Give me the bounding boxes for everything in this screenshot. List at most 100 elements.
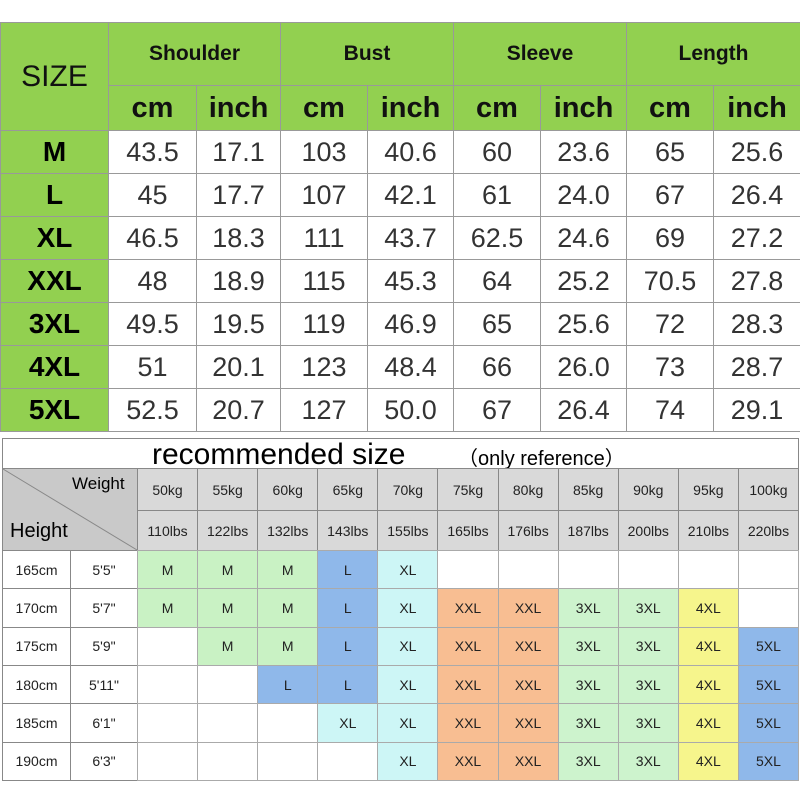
size-value: 48 [108,259,197,303]
unit-header: cm [108,85,197,131]
unit-header: cm [280,85,368,131]
recommended-size: XL [377,626,439,666]
recommended-size: 3XL [557,741,619,781]
size-value: 17.1 [196,130,281,174]
weight-kg: 90kg [617,468,679,511]
size-value: 20.7 [196,388,281,432]
recommended-size: 4XL [677,665,739,705]
measure-header: Shoulder [108,22,281,86]
size-value: 65 [626,130,714,174]
size-value: 123 [280,345,368,389]
weight-kg: 85kg [557,468,619,511]
recommended-size [737,550,799,590]
size-value: 74 [626,388,714,432]
recommended-size [197,703,259,743]
recommended-size: 3XL [557,588,619,628]
size-value: 25.6 [540,302,627,346]
size-value: 66 [453,345,541,389]
measure-header: Sleeve [453,22,627,86]
recommended-title: recommended size [152,438,406,471]
size-value: 111 [280,216,368,260]
weight-kg: 65kg [317,468,379,511]
size-value: 25.6 [713,130,800,174]
recommended-size: L [317,588,379,628]
recommended-size [197,665,259,705]
recommended-size: XL [377,550,439,590]
recommended-size: 3XL [617,703,679,743]
weight-lbs: 210lbs [677,510,739,551]
recommended-size: 3XL [617,588,679,628]
recommended-size: M [137,550,199,590]
size-value: 26.4 [540,388,627,432]
size-value: 103 [280,130,368,174]
size-value: 127 [280,388,368,432]
unit-header: inch [367,85,454,131]
recommended-size: M [257,626,319,666]
size-value: 45 [108,173,197,217]
size-value: 107 [280,173,368,217]
recommended-size: 3XL [557,665,619,705]
weight-lbs: 110lbs [137,510,199,551]
size-value: 25.2 [540,259,627,303]
size-value: 26.0 [540,345,627,389]
recommended-size: XXL [437,665,499,705]
recommended-size: XXL [437,588,499,628]
size-value: 46.9 [367,302,454,346]
weight-lbs: 200lbs [617,510,679,551]
size-value: 70.5 [626,259,714,303]
height-cm: 190cm [2,741,71,781]
height-cm: 175cm [2,626,71,666]
recommended-size [497,550,559,590]
unit-header: inch [196,85,281,131]
size-value: 64 [453,259,541,303]
recommended-size: L [317,665,379,705]
measure-header: Length [626,22,800,86]
recommended-size: 3XL [617,741,679,781]
recommended-size [617,550,679,590]
size-value: 43.5 [108,130,197,174]
recommended-note: （only reference） [458,448,625,470]
recommended-size: M [257,588,319,628]
size-value: 18.9 [196,259,281,303]
height-ft: 5'11" [70,665,138,705]
recommended-size: M [257,550,319,590]
size-value: 62.5 [453,216,541,260]
size-value: 24.6 [540,216,627,260]
measure-header: Bust [280,22,454,86]
size-value: 115 [280,259,368,303]
recommended-size: 3XL [557,703,619,743]
size-value: 119 [280,302,368,346]
recommended-size: XL [377,703,439,743]
height-cm: 185cm [2,703,71,743]
size-value: 67 [626,173,714,217]
size-value: 17.7 [196,173,281,217]
size-label: 3XL [0,302,109,346]
recommended-size: XXL [437,626,499,666]
height-ft: 6'3" [70,741,138,781]
weight-label: Weight [72,474,125,493]
recommended-size: 5XL [737,741,799,781]
weight-kg: 50kg [137,468,199,511]
recommended-size: XXL [437,703,499,743]
weight-kg: 95kg [677,468,739,511]
recommended-size: XXL [497,741,559,781]
size-value: 27.8 [713,259,800,303]
recommended-size [677,550,739,590]
recommended-size [137,703,199,743]
recommended-size [737,588,799,628]
size-value: 24.0 [540,173,627,217]
size-value: 52.5 [108,388,197,432]
recommended-size [137,741,199,781]
size-value: 48.4 [367,345,454,389]
recommended-size: XXL [497,665,559,705]
height-ft: 6'1" [70,703,138,743]
size-label: M [0,130,109,174]
size-label: XXL [0,259,109,303]
size-value: 23.6 [540,130,627,174]
height-ft: 5'9" [70,626,138,666]
recommended-size [137,626,199,666]
size-value: 46.5 [108,216,197,260]
size-header: SIZE [0,22,109,131]
weight-lbs: 165lbs [437,510,499,551]
